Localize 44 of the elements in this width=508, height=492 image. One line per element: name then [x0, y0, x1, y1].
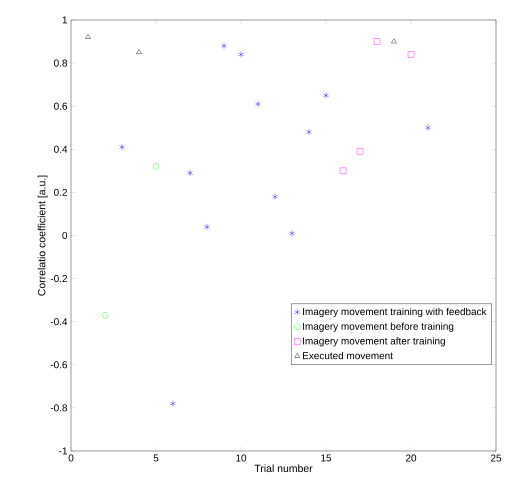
x-tick-label: 0	[68, 454, 74, 462]
x-tick-label: 20	[406, 454, 416, 462]
point	[289, 230, 295, 237]
point	[374, 38, 380, 45]
legend-label: Imagery movement before training	[303, 322, 454, 332]
point	[391, 38, 397, 44]
y-tick-label: 0.2	[54, 188, 67, 196]
point	[85, 34, 91, 39]
point	[272, 194, 278, 200]
y-tick-label: -0.6	[50, 361, 68, 368]
y-tick-label: -0.2	[50, 275, 67, 282]
x-axis-title: Trial number	[254, 464, 312, 472]
x-tick-label: 15	[321, 454, 332, 462]
point	[323, 92, 329, 99]
y-tick-label: 0.6	[54, 102, 68, 110]
legend-label: Executed movement	[302, 352, 393, 360]
y-tick-label: -0.8	[50, 404, 68, 412]
y-tick-label: 0	[62, 232, 68, 240]
point	[221, 42, 227, 50]
point	[187, 170, 193, 176]
point	[238, 51, 244, 58]
point	[204, 224, 210, 230]
y-tick-label: 0.4	[54, 146, 68, 153]
point	[425, 124, 431, 131]
point	[136, 49, 142, 54]
legend-label: Imagery movement training with feedback	[303, 308, 487, 318]
x-tick-label: 25	[490, 454, 502, 462]
x-tick-label: 5	[154, 454, 158, 462]
legend-label: Imagery movement after training	[303, 337, 445, 346]
point	[119, 144, 125, 150]
point	[356, 148, 364, 155]
y-axis-title: Correlatio coefficient [a.u.]	[38, 176, 48, 296]
point	[102, 312, 108, 318]
y-tick-label: -0.4	[50, 318, 68, 326]
point	[152, 163, 160, 170]
y-tick-label: 1	[62, 16, 68, 24]
point	[408, 51, 414, 58]
y-tick-label: -1	[59, 448, 68, 454]
point	[170, 400, 176, 407]
y-tick-label: 0.8	[54, 60, 68, 67]
point	[255, 100, 261, 108]
point	[340, 168, 346, 174]
point	[306, 128, 312, 136]
x-tick-label: 10	[236, 454, 246, 462]
